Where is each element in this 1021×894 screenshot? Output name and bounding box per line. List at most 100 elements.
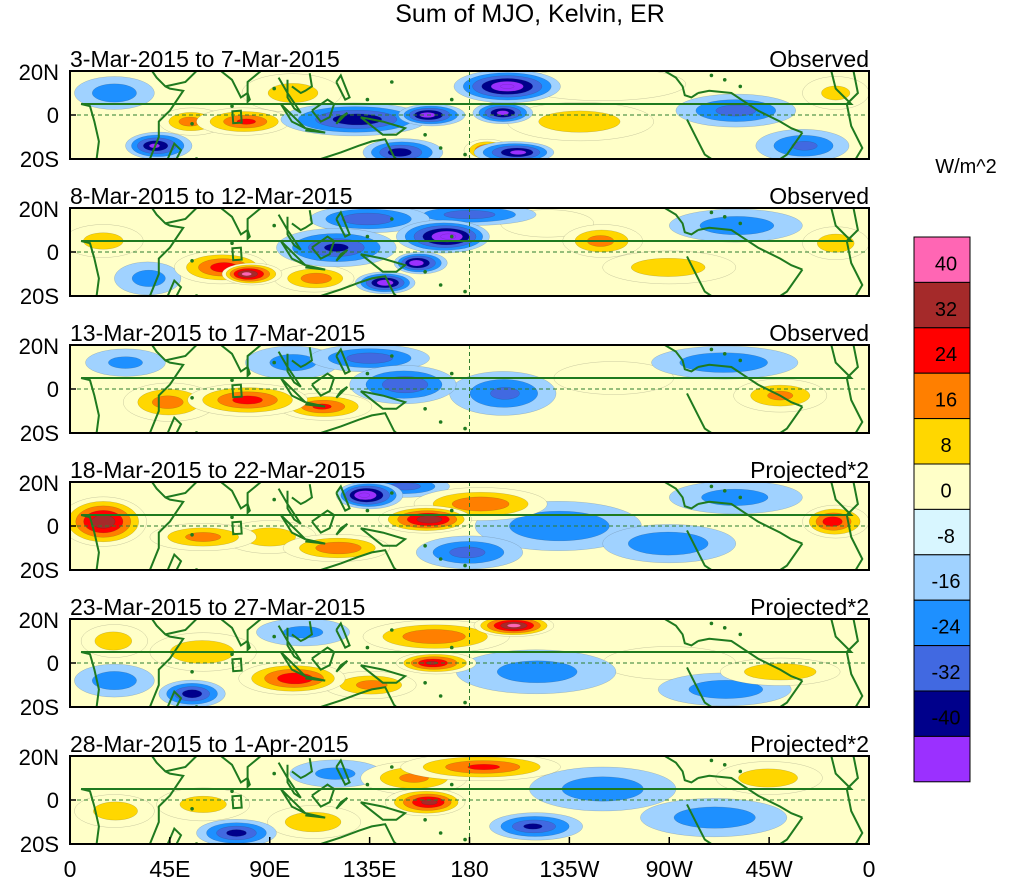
coastlines: [80, 345, 864, 433]
island-marker: [423, 407, 427, 411]
colorbar-tick-label: 40: [935, 253, 957, 275]
anomaly-blob: [675, 93, 797, 128]
panel-period-label: 18-Mar-2015 to 22-Mar-2015: [70, 457, 365, 483]
y-tick-label: 0: [47, 514, 59, 539]
island-marker: [709, 347, 714, 352]
anomaly-blob: [280, 102, 428, 137]
y-tick-label: 0: [47, 103, 59, 128]
contour-level: [416, 515, 443, 524]
anomaly-blob: [187, 383, 308, 417]
anomaly-blob: [651, 345, 799, 380]
x-tick-label: 0: [863, 856, 876, 882]
y-tick-label: 20N: [19, 334, 59, 359]
coastline: [279, 651, 307, 678]
island-marker: [709, 73, 714, 78]
island-marker: [272, 497, 276, 502]
anomaly-field: [70, 208, 869, 296]
coastline: [80, 345, 854, 433]
anomaly-blob: [354, 271, 416, 295]
coastline: [166, 552, 183, 570]
coastline: [80, 208, 854, 296]
coastline: [291, 347, 313, 369]
contour-level: [673, 806, 756, 829]
island-marker: [438, 694, 443, 698]
coastline: [220, 71, 262, 99]
coastline: [220, 345, 262, 373]
island-marker: [423, 681, 427, 685]
coastline: [320, 549, 397, 570]
panel-6: 28-Mar-2015 to 1-Apr-2015 Projected*2 20N 0…: [19, 731, 870, 857]
coastline: [165, 756, 198, 773]
coastline: [311, 646, 336, 671]
coastlines: [80, 71, 864, 159]
coastline: [148, 71, 185, 159]
anomaly-blob: [80, 624, 148, 658]
coastline: [335, 758, 351, 786]
contour-level: [791, 141, 818, 151]
colorbar-tick-label: -8: [937, 526, 955, 548]
island-marker: [190, 533, 194, 537]
anomaly-blob: [114, 261, 182, 296]
coastline: [277, 488, 302, 525]
x-tick-label: 45W: [745, 856, 793, 882]
island-marker: [423, 544, 427, 548]
island-marker: [390, 80, 394, 84]
region-box: [231, 657, 243, 673]
island-marker: [722, 352, 727, 356]
panel-period-label: 28-Mar-2015 to 1-Apr-2015: [70, 731, 349, 757]
coastline: [246, 366, 251, 379]
contour-level: [324, 243, 349, 252]
anomaly-blob: [273, 264, 355, 293]
coastline: [697, 363, 803, 408]
anomaly-blob: [221, 262, 283, 286]
island-marker: [190, 122, 194, 126]
anomaly-blob: [156, 787, 251, 822]
coastline: [335, 484, 351, 512]
anomaly-blob: [802, 226, 869, 260]
contour-level: [715, 104, 757, 117]
coastline: [311, 783, 336, 808]
y-tick-label: 20N: [19, 745, 59, 770]
y-tick-label: 0: [47, 788, 59, 813]
coastline: [220, 482, 262, 510]
island-marker: [272, 223, 276, 228]
contour-level: [425, 661, 439, 665]
contour-level: [402, 629, 466, 644]
colorbar-tick-label: 8: [940, 435, 951, 457]
coastline: [305, 401, 326, 408]
island-marker: [709, 210, 714, 215]
anomaly-blob: [256, 619, 350, 647]
coastline: [664, 71, 699, 99]
coastline: [279, 788, 307, 815]
coastline: [686, 118, 712, 159]
contour-level: [451, 496, 510, 512]
coastlines: [80, 208, 864, 296]
y-tick-label: 20S: [20, 695, 59, 720]
coastline: [360, 116, 408, 136]
panel-type-label: Projected*2: [750, 731, 869, 757]
contour-level: [627, 531, 709, 556]
y-tick-label: 20S: [20, 832, 59, 857]
island-marker: [230, 378, 234, 383]
island-marker: [738, 358, 743, 363]
coastline: [686, 666, 712, 707]
anomaly-blob: [74, 794, 155, 828]
y-tick-label: 0: [47, 377, 59, 402]
island-marker: [390, 765, 394, 769]
contour-level: [232, 395, 263, 405]
coastline: [246, 640, 251, 653]
island-marker: [463, 563, 467, 568]
anomaly-blob: [453, 71, 561, 104]
anomaly-blob: [669, 208, 803, 243]
colorbar-tick-label: 16: [935, 390, 957, 412]
contour-level: [300, 272, 332, 284]
contour-level: [738, 768, 798, 788]
colorbar-swatch: [913, 554, 971, 601]
island-marker: [722, 78, 727, 82]
coastline: [80, 756, 854, 844]
coastline: [279, 240, 307, 267]
contour-level: [496, 110, 510, 116]
coastline: [686, 529, 712, 570]
anomaly-blob: [149, 523, 257, 551]
